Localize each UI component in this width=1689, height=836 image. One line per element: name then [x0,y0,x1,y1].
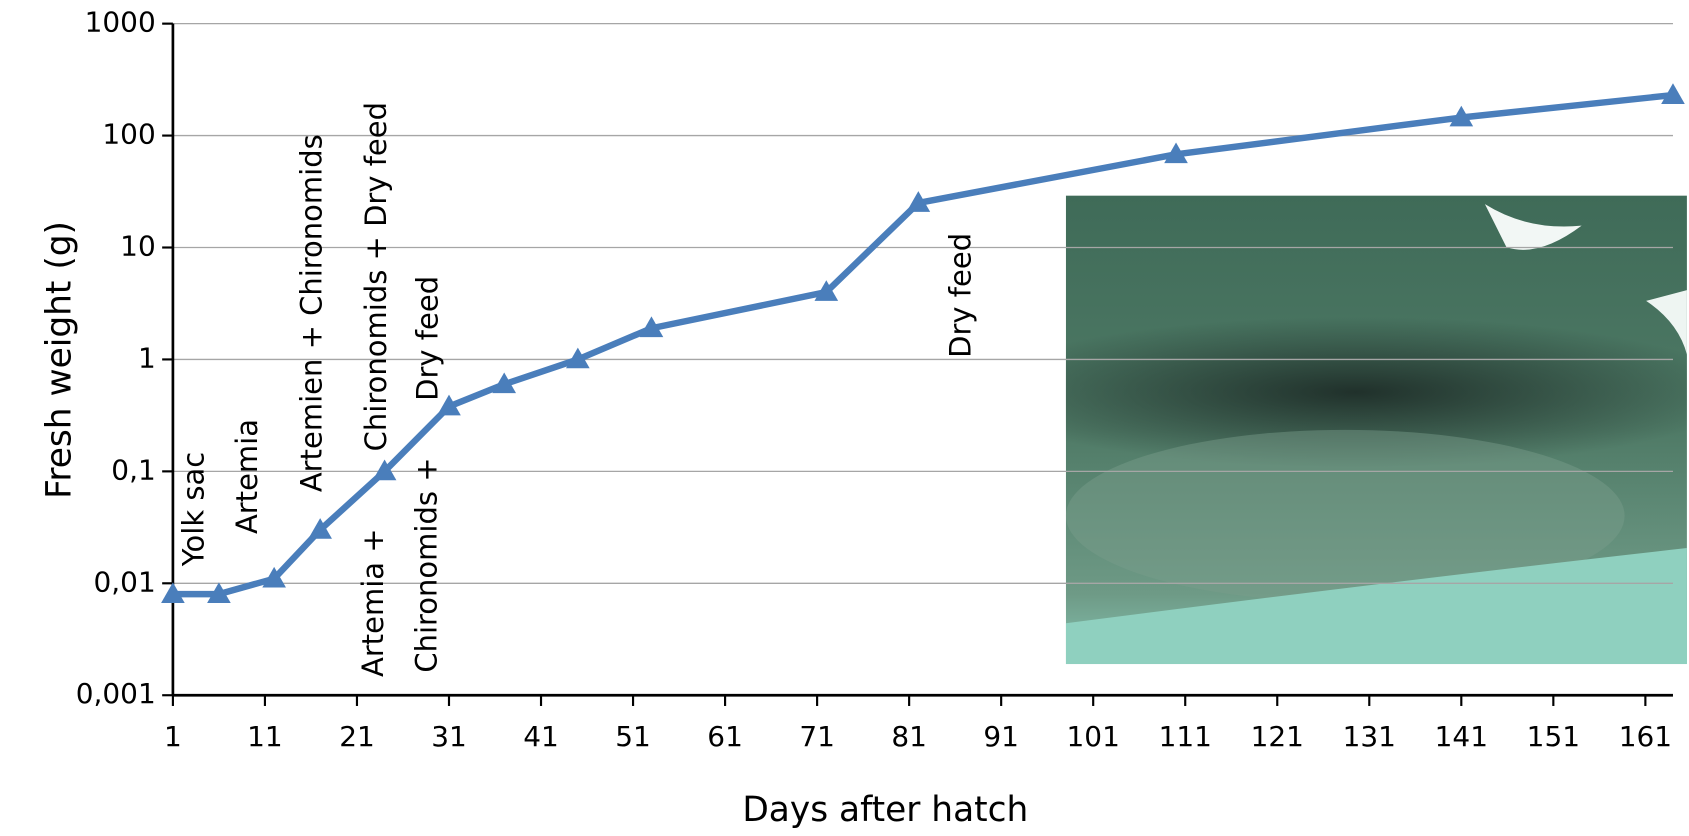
data-marker [207,582,231,604]
y-tick-label: 100 [102,118,155,151]
x-tick-label: 71 [799,720,835,753]
data-marker [814,280,839,301]
data-marker [566,347,590,369]
x-tick-label: 41 [523,720,559,753]
x-tick-label: 81 [891,720,927,753]
y-tick-label: 0,001 [76,677,156,710]
data-marker [639,316,664,338]
data-marker [161,582,185,604]
annotation: Yolk sac [176,452,210,568]
x-tick-label: 151 [1527,720,1580,753]
annotation: Dry feed [944,233,978,358]
data-marker [1164,142,1188,164]
y-axis-title: Fresh weight (g) [40,221,80,499]
data-line [172,91,1674,598]
data-marker [492,372,517,394]
x-tick-label: 121 [1251,720,1304,753]
annotation: Chironomids + Dry feed [359,102,393,451]
x-tick-label: 61 [707,720,743,753]
y-tick-label: 0,01 [94,565,156,598]
data-marker [308,518,332,539]
y-tick-label: 10 [120,230,156,263]
annotation: Artemien + Chironomids [295,134,329,492]
x-tick-label: 51 [615,720,651,753]
data-marker [906,191,931,212]
annotation: Dry feed [411,276,445,401]
y-tick-label: 0,1 [111,453,155,486]
y-tick-label: 1 [138,341,156,374]
x-tick-label: 111 [1159,720,1212,753]
inset-photo [1065,195,1687,665]
annotation: Chironomids + [410,457,444,672]
x-tick-label: 161 [1619,720,1672,753]
x-tick-label: 141 [1435,720,1488,753]
data-marker [1661,83,1685,104]
x-axis-title: Days after hatch [742,790,1028,830]
data-marker [262,566,286,588]
x-tick-label: 11 [247,720,283,753]
x-tick-label: 131 [1343,720,1396,753]
annotation: Artemia [230,419,264,534]
annotation: Artemia + [356,528,390,677]
y-tick-label: 1000 [85,6,156,39]
x-tick-label: 31 [431,720,467,753]
data-marker [1449,105,1474,127]
x-tick-label: 1 [164,720,182,753]
data-marker [372,459,397,481]
x-tick-label: 21 [339,720,375,753]
data-marker [437,394,461,416]
x-tick-label: 91 [983,720,1019,753]
x-tick-label: 101 [1067,720,1120,753]
